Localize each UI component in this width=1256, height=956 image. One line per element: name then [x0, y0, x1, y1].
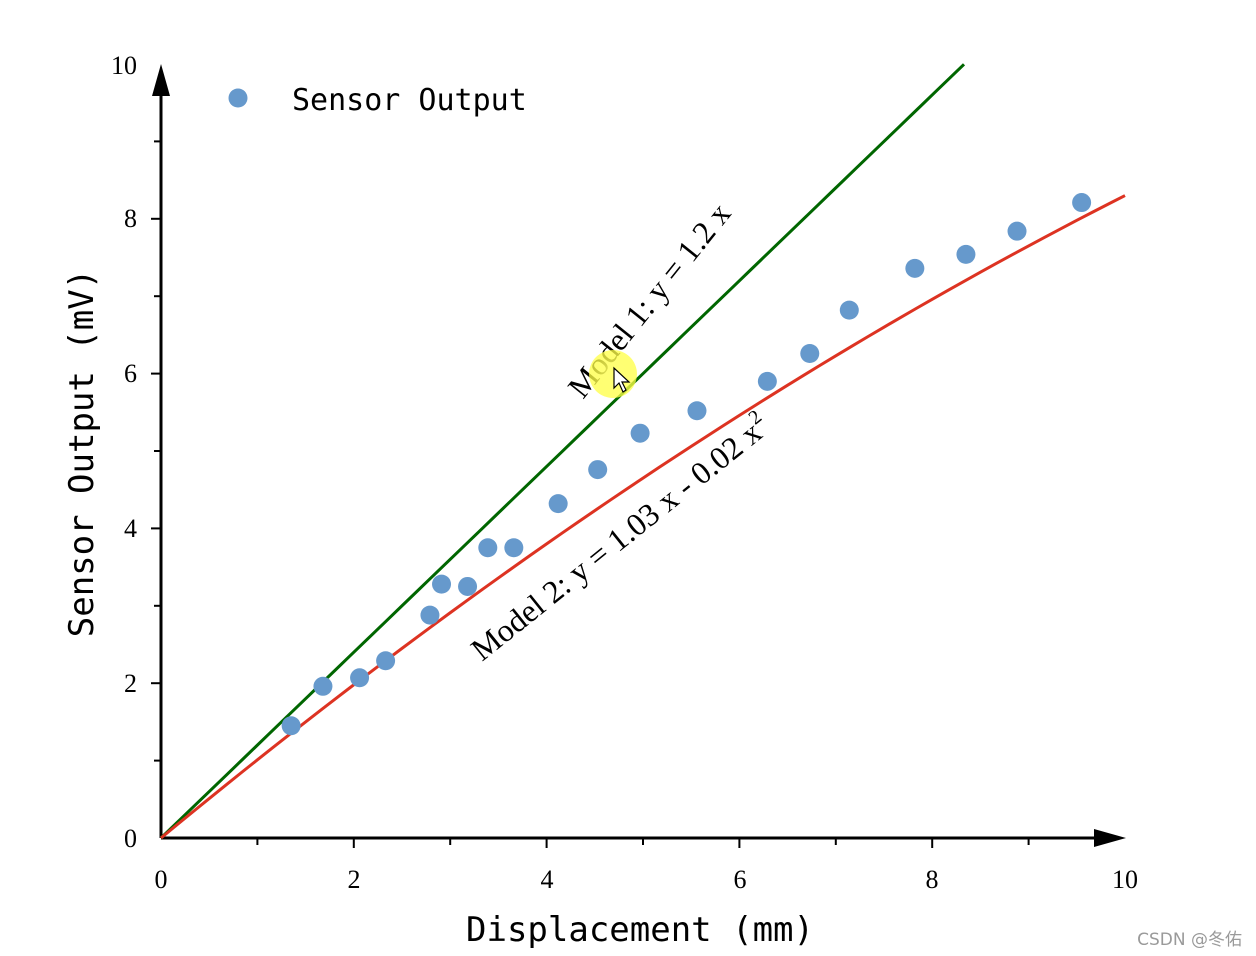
legend-marker [228, 88, 248, 108]
model-2-line [160, 194, 1126, 840]
series-lines [159, 63, 1126, 840]
scatter-point [1007, 221, 1027, 241]
scatter-point [956, 244, 976, 264]
y-axis-title: Sensor Output (mV) [62, 269, 102, 637]
y-tick-label: 8 [124, 204, 137, 233]
axes [151, 64, 1126, 848]
y-tick-label: 4 [124, 514, 137, 543]
x-tick-label: 2 [348, 865, 361, 894]
x-tick-label: 10 [1112, 865, 1138, 894]
scatter-point [800, 343, 820, 363]
scatter-point [313, 676, 333, 696]
scatter-points [281, 193, 1092, 736]
legend-label: Sensor Output [292, 83, 527, 118]
x-tick-label: 0 [155, 865, 168, 894]
y-tick-label: 6 [124, 359, 137, 388]
legend: Sensor Output [228, 83, 527, 118]
scatter-point [504, 538, 524, 558]
scatter-point [376, 651, 396, 671]
x-tick-label: 4 [541, 865, 554, 894]
y-tick-label: 10 [111, 51, 137, 80]
scatter-point [630, 423, 650, 443]
x-axis-arrow [1094, 829, 1126, 847]
scatter-point [548, 494, 568, 514]
scatter-point [281, 716, 301, 736]
scatter-point [478, 538, 498, 558]
scatter-point [687, 401, 707, 421]
model-2-annotation: Model 2: y = 1.03 x - 0.02 x2 [463, 406, 776, 668]
scatter-point [905, 258, 925, 278]
y-ticks [151, 140, 161, 762]
x-tick-labels: 0 2 4 6 8 10 [155, 865, 1139, 894]
scatter-point [350, 668, 370, 688]
scatter-point [458, 576, 478, 596]
model-1-annotation: Model 1: y = 1.2 x [560, 196, 737, 405]
cursor-highlight [589, 350, 637, 398]
scatter-point [588, 460, 608, 480]
x-ticks [256, 838, 1030, 848]
y-tick-label: 2 [124, 669, 137, 698]
y-tick-label: 0 [124, 824, 137, 853]
scatter-point [839, 300, 859, 320]
model-1-line [159, 63, 966, 840]
scatter-point [420, 605, 440, 625]
scatter-point [1072, 193, 1092, 213]
x-axis-title: Displacement (mm) [466, 910, 814, 950]
cursor-glow [589, 350, 637, 398]
scatter-point [432, 574, 452, 594]
y-axis-arrow [152, 64, 170, 96]
y-tick-labels: 0 2 4 6 8 10 [111, 51, 137, 853]
x-tick-label: 6 [734, 865, 747, 894]
scatter-point [757, 371, 777, 391]
mouse-pointer-icon [613, 366, 631, 393]
watermark: CSDN @冬佑 [1137, 930, 1242, 950]
x-tick-label: 8 [926, 865, 939, 894]
